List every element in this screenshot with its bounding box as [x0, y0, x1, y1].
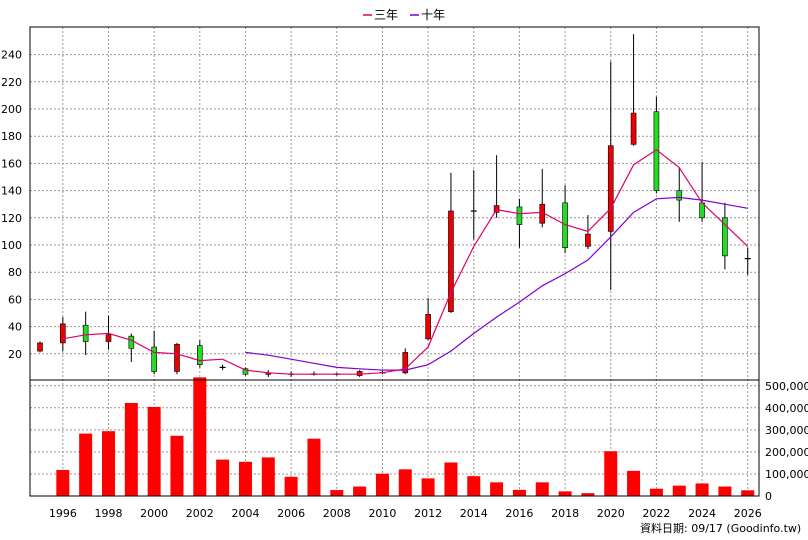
volume-bar: [170, 435, 184, 496]
year-tick-label: 2026: [734, 507, 762, 520]
volume-bar: [444, 462, 458, 496]
volume-bar: [307, 438, 321, 496]
price-tick-label: 140: [1, 185, 22, 198]
price-tick-label: 160: [1, 157, 22, 170]
volume-bar: [398, 469, 412, 496]
volume-bar: [467, 476, 481, 496]
price-tick-label: 40: [8, 321, 22, 334]
volume-bar: [558, 491, 572, 496]
candle-body: [151, 346, 157, 372]
ma10-line: [245, 196, 748, 371]
volume-bar: [101, 431, 115, 496]
candle-body: [516, 206, 523, 225]
plot-frame: [29, 26, 760, 497]
moving-average-lines: [62, 149, 749, 375]
candle-body: [630, 112, 637, 145]
legend-label-ma10: 十年: [421, 8, 445, 22]
candle-body: [174, 343, 180, 372]
year-tick-label: 2002: [186, 507, 214, 520]
volume-bar: [284, 476, 298, 496]
candle-body: [197, 345, 203, 365]
candle-body: [722, 217, 728, 257]
volume-bar: [718, 486, 732, 496]
year-tick-label: 2014: [460, 507, 488, 520]
volume-bar: [490, 482, 504, 496]
volume-bar: [261, 457, 275, 496]
candle-body: [105, 334, 112, 342]
axis-labels: 20 40 60 80 100 120 140 160 180 200 220 240 0 100,000…: [1, 49, 808, 520]
plot-border: [29, 26, 760, 497]
price-tick-label: 180: [1, 130, 22, 143]
candle-body: [448, 210, 454, 312]
year-tick-label: 2020: [597, 507, 625, 520]
candle-body: [402, 352, 409, 374]
volume-bar: [581, 493, 595, 496]
volume-bar: [741, 490, 755, 496]
price-tick-label: 120: [1, 212, 22, 225]
candle-body: [607, 145, 614, 232]
price-tick-label: 100: [1, 239, 22, 252]
year-tick-label: 2008: [323, 507, 351, 520]
price-tick-label: 20: [8, 348, 22, 361]
volume-bar: [604, 451, 618, 496]
volume-tick-label: 400,000: [765, 402, 808, 415]
volume-bar: [627, 470, 641, 496]
volume-bar: [216, 459, 230, 496]
candlesticks: [37, 34, 751, 377]
price-tick-label: 200: [1, 103, 22, 116]
volume-bar: [695, 483, 709, 496]
volume-bars: [56, 377, 755, 496]
year-tick-label: 2012: [414, 507, 442, 520]
volume-bar: [56, 469, 70, 496]
candle-body: [60, 323, 66, 344]
year-tick-label: 2018: [551, 507, 579, 520]
volume-tick-label: 0: [765, 490, 772, 503]
price-tick-label: 220: [1, 76, 22, 89]
year-tick-label: 2024: [688, 507, 716, 520]
year-tick-label: 2000: [140, 507, 168, 520]
volume-bar: [353, 486, 367, 496]
year-tick-label: 2022: [642, 507, 670, 520]
candle-body: [585, 233, 591, 247]
year-tick-label: 2004: [231, 507, 259, 520]
candle-body: [242, 368, 249, 375]
grid-layer: [30, 27, 759, 496]
year-tick-label: 2016: [505, 507, 533, 520]
volume-bar: [147, 406, 161, 496]
volume-tick-label: 300,000: [765, 424, 808, 437]
legend-label-ma3: 三年: [374, 8, 398, 22]
volume-bar: [330, 490, 344, 496]
volume-tick-label: 100,000: [765, 468, 808, 481]
candle-body: [37, 342, 43, 352]
candle-body: [128, 335, 135, 349]
candle-body: [493, 205, 500, 213]
volume-bar: [375, 473, 389, 496]
volume-bar: [649, 488, 663, 496]
volume-bar: [535, 482, 549, 496]
price-tick-label: 80: [8, 266, 22, 279]
ma3-line: [62, 149, 749, 375]
year-tick-label: 2010: [368, 507, 396, 520]
volume-bar: [124, 402, 138, 496]
year-tick-label: 1998: [94, 507, 122, 520]
volume-tick-label: 500,000: [765, 380, 808, 393]
year-tick-label: 1996: [49, 507, 77, 520]
candle-body: [82, 324, 89, 342]
year-tick-label: 2006: [277, 507, 305, 520]
volume-bar: [79, 433, 93, 496]
price-tick-label: 60: [8, 293, 22, 306]
volume-bar: [238, 461, 252, 496]
volume-bar: [193, 377, 207, 496]
candle-body: [425, 314, 431, 340]
price-tick-label: 240: [1, 49, 22, 62]
volume-bar: [512, 489, 526, 496]
volume-tick-label: 200,000: [765, 446, 808, 459]
volume-bar: [672, 485, 686, 496]
footer-data-date: 資料日期: 09/17 (Goodinfo.tw): [640, 521, 801, 535]
volume-bar: [421, 478, 435, 496]
legend: 三年 十年: [363, 8, 445, 22]
candle-body: [676, 190, 683, 201]
